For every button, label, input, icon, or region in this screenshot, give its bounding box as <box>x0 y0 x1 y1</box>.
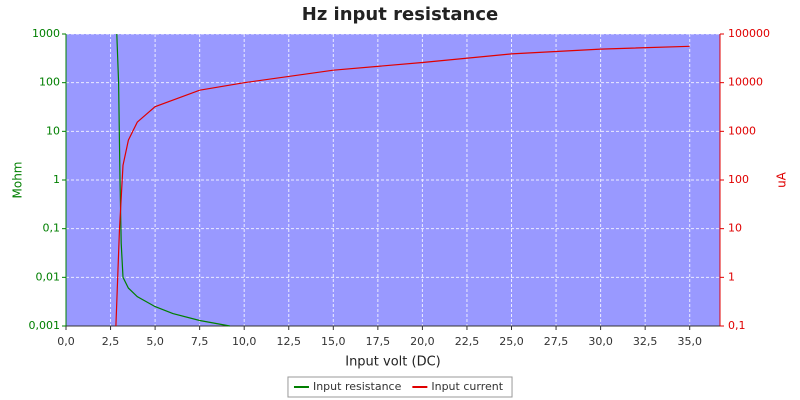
y2-axis-label: uA <box>775 171 789 188</box>
x-tick-label: 32,5 <box>633 335 658 348</box>
x-tick-label: 27,5 <box>544 335 569 348</box>
x-tick-label: 20,0 <box>410 335 435 348</box>
x-tick-label: 10,0 <box>232 335 257 348</box>
x-tick-label: 17,5 <box>366 335 391 348</box>
y-axis-label: Mohm <box>11 162 25 199</box>
y2-tick-label: 10000 <box>728 76 763 89</box>
x-tick-label: 7,5 <box>191 335 209 348</box>
y2-tick-label: 1 <box>728 270 735 283</box>
x-tick-label: 0,0 <box>57 335 75 348</box>
x-tick-label: 2,5 <box>102 335 120 348</box>
x-tick-label: 15,0 <box>321 335 346 348</box>
y2-tick-label: 1000 <box>728 124 756 137</box>
y2-tick-label: 100000 <box>728 27 770 40</box>
y2-tick-label: 10 <box>728 222 742 235</box>
y-tick-label: 1 <box>53 173 60 186</box>
y-tick-label: 1000 <box>32 27 60 40</box>
legend-label: Input current <box>431 380 503 393</box>
series-line <box>115 45 690 327</box>
y-tick-label: 100 <box>39 76 60 89</box>
y-tick-label: 0,01 <box>36 270 61 283</box>
x-tick-label: 35,0 <box>677 335 702 348</box>
legend <box>287 376 513 398</box>
x-tick-label: 5,0 <box>146 335 164 348</box>
y-tick-label: 10 <box>46 124 60 137</box>
chart-title: Hz input resistance <box>302 4 499 25</box>
x-tick-label: 12,5 <box>277 335 302 348</box>
y-tick-label: 0,1 <box>43 222 61 235</box>
y2-tick-label: 100 <box>728 173 749 186</box>
x-tick-label: 30,0 <box>588 335 613 348</box>
x-tick-label: 25,0 <box>499 335 524 348</box>
y-tick-label: 0,001 <box>29 319 61 332</box>
x-tick-label: 22,5 <box>455 335 480 348</box>
y2-tick-label: 0,1 <box>728 319 746 332</box>
series-line <box>116 33 231 327</box>
x-axis-label: Input volt (DC) <box>345 355 441 370</box>
legend-label: Input resistance <box>313 380 402 393</box>
